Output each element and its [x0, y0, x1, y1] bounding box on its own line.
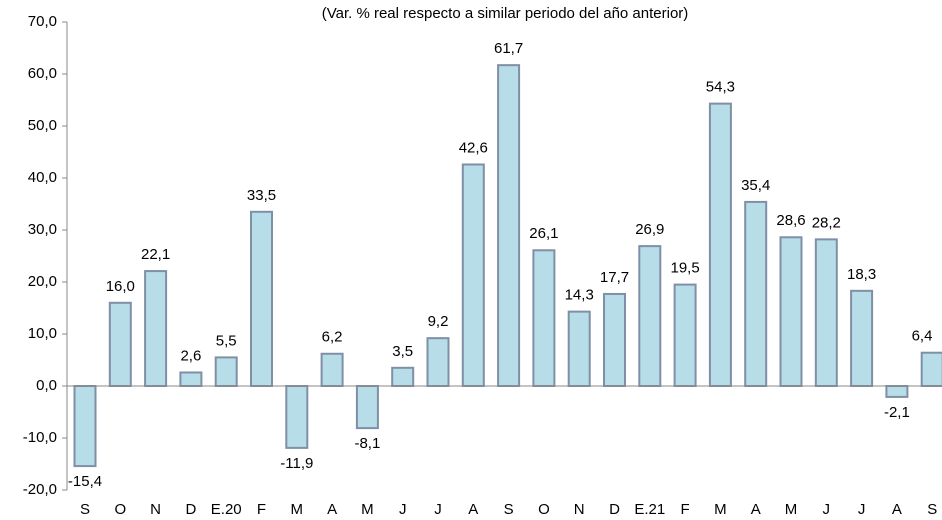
x-tick-label: S: [504, 501, 514, 518]
x-tick-label: E.21: [634, 501, 665, 518]
bar: [461, 163, 485, 387]
bar: [108, 301, 132, 387]
x-tick-label: S: [927, 501, 937, 518]
bar: [73, 385, 97, 468]
value-label: 42,6: [459, 139, 488, 156]
x-tick-label: E.20: [211, 501, 242, 518]
bar: [920, 351, 942, 387]
value-label: -15,4: [68, 473, 102, 490]
value-label: 16,0: [106, 278, 135, 295]
y-tick-label: 0,0: [36, 377, 57, 394]
x-tick-label: N: [574, 501, 585, 518]
value-label: 6,2: [322, 329, 343, 346]
x-tick-label: O: [538, 501, 550, 518]
y-tick-label: 10,0: [28, 325, 57, 342]
x-tick-label: A: [751, 501, 761, 518]
x-tick-label: A: [327, 501, 337, 518]
value-label: 2,6: [180, 347, 201, 364]
value-label: 14,3: [565, 287, 594, 304]
value-label: 18,3: [847, 266, 876, 283]
bar: [779, 236, 803, 387]
bar: [355, 385, 379, 430]
bar: [250, 210, 273, 387]
x-tick-label: F: [681, 501, 690, 518]
value-label: 28,2: [812, 214, 841, 231]
x-tick-label: D: [185, 501, 196, 518]
x-tick-label: A: [892, 501, 902, 518]
value-label: 54,3: [706, 79, 735, 96]
bar: [567, 310, 591, 388]
x-tick-label: M: [714, 501, 727, 518]
x-tick-label: J: [399, 501, 407, 518]
x-tick-label: M: [291, 501, 304, 518]
bar: [673, 283, 697, 388]
y-tick-label: -10,0: [23, 429, 57, 446]
value-label: 3,5: [392, 343, 413, 360]
y-tick-label: 40,0: [28, 169, 57, 186]
x-tick-label: F: [257, 501, 266, 518]
value-label: 35,4: [741, 177, 770, 194]
value-label: -11,9: [280, 455, 313, 472]
value-label: 17,7: [600, 269, 629, 286]
bar: [214, 356, 238, 387]
y-tick-label: 30,0: [28, 221, 57, 238]
value-label: 19,5: [670, 260, 699, 277]
bar: [638, 245, 662, 387]
x-tick-label: J: [823, 501, 831, 518]
value-label: -8,1: [354, 435, 380, 452]
y-tick-label: 70,0: [28, 13, 57, 30]
value-label: 26,1: [529, 225, 558, 242]
value-label: 33,5: [247, 187, 276, 204]
x-tick-label: J: [858, 501, 866, 518]
bar: [144, 270, 168, 387]
y-tick-label: -20,0: [23, 481, 57, 498]
bar: [391, 366, 415, 387]
x-tick-label: O: [114, 501, 126, 518]
bar: [850, 289, 874, 387]
bar: [603, 292, 626, 387]
value-label: 61,7: [494, 40, 523, 57]
bar: [179, 371, 203, 388]
y-tick-label: 20,0: [28, 273, 57, 290]
value-label: 22,1: [141, 246, 170, 263]
x-tick-label: N: [150, 501, 161, 518]
chart-title: (Var. % real respecto a similar periodo …: [322, 5, 689, 22]
bar: [814, 238, 838, 387]
bar: [285, 385, 309, 449]
value-label: -2,1: [884, 404, 910, 421]
x-tick-label: M: [361, 501, 374, 518]
value-label: 28,6: [776, 212, 805, 229]
x-tick-label: S: [80, 501, 90, 518]
x-tick-label: A: [468, 501, 478, 518]
y-tick-label: 60,0: [28, 65, 57, 82]
bar: [497, 64, 521, 387]
bar: [532, 249, 556, 387]
value-label: 5,5: [216, 332, 237, 349]
value-label: 6,4: [912, 328, 933, 345]
bar: [426, 337, 450, 388]
x-tick-label: D: [609, 501, 620, 518]
value-label: 26,9: [635, 221, 664, 238]
x-tick-label: J: [434, 501, 442, 518]
bar: [708, 102, 732, 387]
value-label: 9,2: [428, 313, 449, 330]
y-tick-label: 50,0: [28, 117, 57, 134]
bar: [885, 385, 909, 398]
bar: [320, 352, 344, 388]
x-tick-label: M: [785, 501, 798, 518]
bar: [744, 200, 768, 387]
